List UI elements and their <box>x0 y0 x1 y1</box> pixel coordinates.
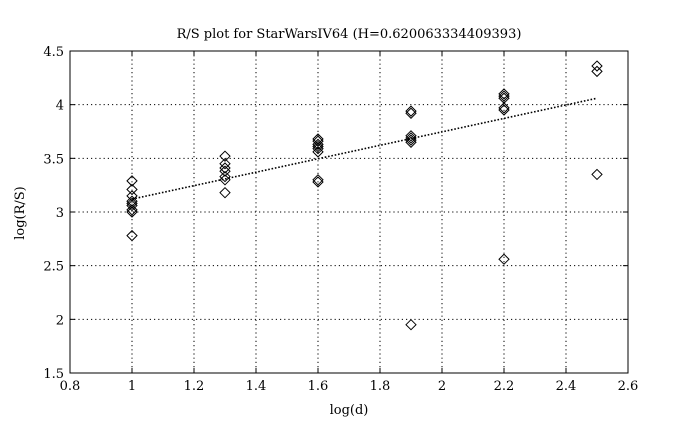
x-axis-label: log(d) <box>330 403 369 418</box>
data-point <box>126 175 138 187</box>
data-point <box>498 102 510 114</box>
x-tick-label: 1.8 <box>370 379 391 394</box>
data-point <box>498 90 510 102</box>
data-point <box>498 253 510 265</box>
x-tick-label: 1.6 <box>308 379 329 394</box>
data-point <box>405 107 417 119</box>
data-point <box>312 140 324 153</box>
fit-line-group <box>131 97 598 200</box>
x-tick-label: 1 <box>128 379 136 394</box>
x-tick-label: 2.6 <box>618 379 639 394</box>
data-points <box>126 60 603 331</box>
data-point <box>126 229 138 242</box>
data-point <box>405 136 417 148</box>
x-tick-label: 2.4 <box>556 379 577 394</box>
x-tick-label: 1.2 <box>184 379 205 394</box>
data-point <box>312 176 324 188</box>
chart-title: R/S plot for StarWarsIV64 (H=0.620063334… <box>177 27 522 42</box>
data-point <box>219 170 231 183</box>
data-point <box>405 132 417 144</box>
data-point <box>126 204 138 216</box>
data-point <box>126 197 138 210</box>
data-point <box>219 165 231 177</box>
x-tick-label: 0.8 <box>60 379 81 394</box>
data-point <box>219 162 231 174</box>
data-point <box>591 60 603 72</box>
data-point <box>126 199 138 212</box>
data-point <box>126 195 138 207</box>
y-tick-label: 3 <box>56 206 64 221</box>
data-point <box>498 88 510 100</box>
data-point <box>312 135 324 147</box>
data-point <box>219 186 231 199</box>
data-point <box>312 142 324 155</box>
y-tick-label: 4.5 <box>43 45 64 60</box>
data-point <box>219 150 231 162</box>
y-tick-label: 2.5 <box>43 260 64 275</box>
x-tick-label: 2.2 <box>494 379 515 394</box>
data-point <box>219 174 231 186</box>
data-point <box>312 138 324 151</box>
y-tick-labels: 1.5 2 2.5 3 3.5 4 4.5 <box>43 45 64 382</box>
data-point <box>126 183 138 196</box>
data-point <box>591 65 603 78</box>
plot-frame <box>69 50 629 374</box>
data-point <box>312 146 324 158</box>
x-tick-label: 2 <box>438 379 446 394</box>
grid-lines <box>70 51 628 373</box>
data-point <box>312 174 324 186</box>
x-tick-label: 1.4 <box>246 379 267 394</box>
data-point <box>405 134 417 146</box>
x-tick-labels: 0.8 1 1.2 1.4 1.6 1.8 2 2.2 2.4 2.6 <box>60 379 639 394</box>
data-point <box>591 168 603 181</box>
y-axis-label: log(R/S) <box>13 186 28 240</box>
data-point <box>405 318 417 331</box>
data-point <box>405 105 417 117</box>
axis-ticks <box>69 50 629 374</box>
y-tick-label: 3.5 <box>43 152 64 167</box>
data-point <box>126 206 138 218</box>
data-point <box>498 104 510 116</box>
data-point <box>219 157 231 170</box>
y-tick-label: 1.5 <box>43 367 64 382</box>
fit-line <box>131 97 598 200</box>
y-tick-label: 2 <box>56 313 64 328</box>
y-tick-label: 4 <box>56 99 64 114</box>
data-point <box>405 130 417 142</box>
